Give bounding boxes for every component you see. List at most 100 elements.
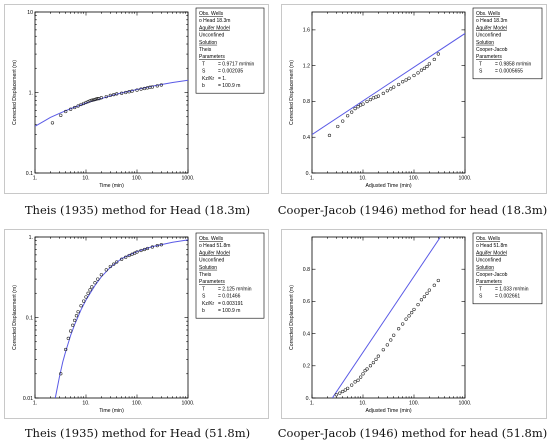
- x-axis-label: Adjusted Time (min): [365, 183, 411, 189]
- y-tick-label: 0.: [306, 396, 310, 402]
- y-tick-label: 1.: [29, 90, 33, 96]
- data-point: [50, 121, 55, 125]
- chart-panel-theis-51m: 1. 10. 100. 1000. 0.01 0.1 1. Time (min) Correct…: [4, 229, 269, 419]
- x-tick-label: 1000.: [459, 401, 472, 407]
- legend-solution: Theis: [199, 47, 212, 53]
- legend-param-name: S: [479, 69, 483, 75]
- chart-cooper-jacob-51m: 1. 10. 100. 1000. 0. 0.2 0.4 0.6 0.8 Adjusted Tim…: [289, 232, 543, 414]
- data-point: [389, 338, 393, 342]
- data-point: [142, 86, 147, 91]
- legend-header-parameters: Parameters: [199, 279, 225, 285]
- legend-param-value: = 0.01466: [218, 294, 241, 300]
- legend-obs-well: o Head 18.3m: [476, 18, 507, 24]
- data-point: [350, 383, 354, 387]
- data-point: [422, 66, 427, 70]
- data-point: [64, 109, 68, 114]
- data-point: [112, 93, 116, 97]
- data-point: [155, 244, 159, 248]
- legend-param-value: = 0.9858 m²/min: [495, 61, 531, 67]
- chart-cooper-jacob-18m: 1. 10. 100. 1000. 0. 0.4 0.8 1.2 1.6 Adjusted Tim…: [289, 7, 543, 189]
- chart-panel-cooper-jacob-18m: 1. 10. 100. 1000. 0. 0.4 0.8 1.2 1.6 Adjusted Tim…: [281, 4, 547, 194]
- data-point: [135, 250, 139, 254]
- data-point: [159, 83, 163, 87]
- legend-obs-well: o Head 18.3m: [199, 18, 230, 24]
- legend-box: [195, 7, 265, 94]
- data-point: [69, 107, 73, 111]
- legend-aquifer-model: Unconfined: [199, 33, 225, 39]
- data-point: [69, 329, 73, 333]
- x-axis-label: Adjusted Time (min): [365, 408, 411, 414]
- x-tick-label: 1000.: [459, 176, 472, 182]
- legend-header-obs-wells: Obs. Wells: [199, 236, 224, 242]
- fitted-curve: [312, 33, 465, 135]
- data-point: [108, 264, 112, 269]
- data-point: [59, 372, 63, 376]
- data-point: [392, 333, 396, 337]
- data-point: [341, 119, 345, 123]
- data-point: [436, 278, 440, 283]
- data-point: [115, 92, 119, 96]
- data-point: [341, 389, 345, 394]
- legend-aquifer-model: Unconfined: [199, 258, 225, 264]
- plot-area: [34, 11, 189, 174]
- legend-header-solution: Solution: [199, 40, 217, 46]
- data-point: [93, 97, 97, 102]
- fitted-curve: [35, 79, 188, 127]
- data-point: [365, 367, 369, 371]
- data-point: [93, 281, 97, 285]
- data-point: [419, 298, 424, 302]
- data-point: [334, 393, 338, 397]
- data-point: [148, 85, 152, 89]
- legend-param-value: = 0.002035: [218, 69, 243, 75]
- chart-theis-51m: 1. 10. 100. 1000. 0.01 0.1 1. Time (min) Correct…: [12, 232, 265, 414]
- data-point: [385, 343, 389, 347]
- legend-obs-well: o Head 51.8m: [199, 243, 230, 249]
- data-point: [130, 89, 134, 93]
- y-tick-label: 0.: [306, 171, 310, 177]
- data-point: [71, 323, 75, 327]
- legend-param-value: = 0.002661: [495, 294, 520, 300]
- data-point: [353, 106, 357, 111]
- legend-param-value: = 1.: [218, 76, 226, 82]
- data-point: [365, 99, 369, 104]
- x-tick-label: 1000.: [182, 401, 195, 407]
- caption-theis-18m: Theis (1935) method for Head (18.3m): [24, 203, 251, 217]
- caption-cooper-jacob-51m: Cooper-Jacob (1946) method for head (51.…: [277, 426, 548, 440]
- y-tick-label: 0.4: [303, 135, 310, 141]
- legend-header-aquifer-model: Aquifer Model: [199, 250, 230, 256]
- legend-param-value: = 0.0005655: [495, 69, 523, 75]
- data-point: [336, 124, 340, 129]
- data-point: [155, 84, 159, 88]
- data-point: [150, 85, 154, 89]
- fitted-curve: [54, 239, 188, 398]
- data-point: [385, 89, 389, 93]
- legend-param-name: b: [202, 308, 205, 314]
- data-point: [127, 90, 131, 94]
- legend-param-value: = 0.003191: [218, 301, 243, 307]
- legend-param-name: T: [202, 286, 205, 292]
- data-point: [371, 360, 376, 365]
- x-tick-label: 100.: [132, 176, 142, 182]
- legend-solution: Cooper-Jacob: [476, 47, 508, 53]
- data-point: [88, 99, 92, 103]
- data-point: [59, 113, 63, 117]
- y-tick-label: 0.2: [303, 364, 310, 370]
- legend-solution: Cooper-Jacob: [476, 272, 508, 278]
- data-point: [368, 98, 373, 102]
- legend-header-aquifer-model: Aquifer Model: [476, 25, 507, 31]
- data-point: [96, 96, 100, 101]
- data-point: [99, 273, 103, 277]
- x-axis-label: Time (min): [99, 408, 124, 414]
- data-point: [371, 96, 376, 100]
- data-point: [401, 322, 405, 326]
- y-tick-label: 0.01: [23, 396, 33, 402]
- data-point: [353, 380, 357, 384]
- plot-area: [34, 236, 189, 399]
- data-point: [397, 327, 401, 331]
- fitted-curve: [331, 237, 441, 398]
- data-point: [416, 302, 420, 307]
- y-tick-label: 0.1: [26, 171, 33, 177]
- data-point: [64, 347, 68, 352]
- x-axis-label: Time (min): [99, 183, 124, 189]
- data-point: [79, 304, 83, 308]
